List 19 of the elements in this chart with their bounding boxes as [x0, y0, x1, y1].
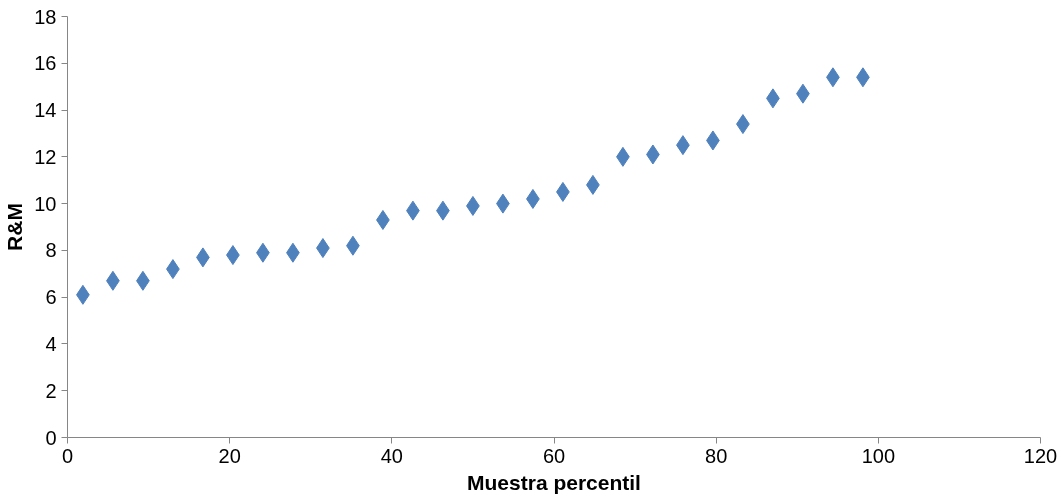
y-tick-label: 0 [45, 426, 57, 449]
x-tick-label: 40 [380, 444, 403, 467]
y-tick-label: 10 [34, 192, 57, 215]
x-tick-label: 60 [542, 444, 566, 467]
x-tick-label: 0 [61, 444, 74, 467]
y-axis-title: R&M [3, 203, 27, 251]
y-tick-label: 4 [45, 332, 57, 355]
y-tick-label: 8 [45, 239, 57, 262]
x-tick-label: 120 [1023, 444, 1058, 467]
y-tick-label: 14 [34, 99, 57, 122]
x-tick-label: 80 [705, 444, 728, 467]
x-tick-label: 20 [218, 444, 241, 467]
y-tick-label: 2 [45, 379, 57, 402]
y-tick-label: 12 [34, 145, 57, 168]
x-axis-title: Muestra percentil [467, 470, 641, 494]
y-tick-label: 16 [34, 52, 57, 75]
y-tick-label: 6 [45, 286, 57, 309]
y-tick-label: 18 [34, 5, 57, 28]
x-tick-label: 100 [861, 444, 896, 467]
